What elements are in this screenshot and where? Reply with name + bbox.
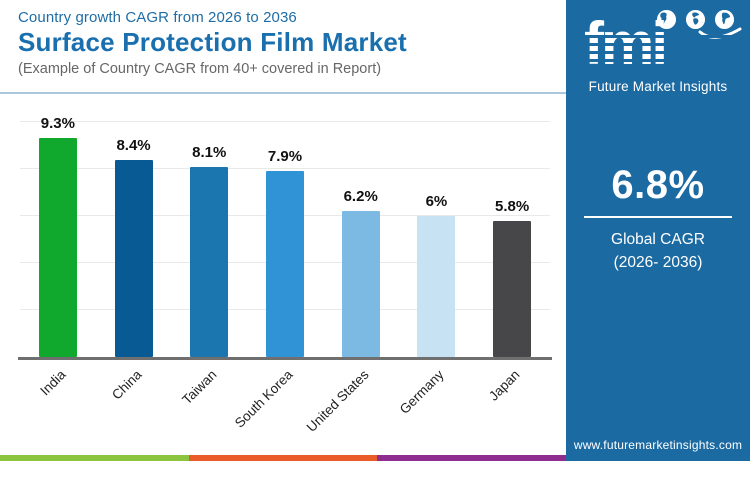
logo-swoosh-icon xyxy=(698,27,742,39)
fmi-logo-subtext: Future Market Insights xyxy=(588,79,728,94)
bar-united-states xyxy=(341,211,380,357)
bar-value-japan: 5.8% xyxy=(495,197,530,215)
brand-sidebar: fmi Future Market Insights 6.8% Global C… xyxy=(566,0,750,461)
header-divider xyxy=(0,92,566,94)
bar-india xyxy=(38,138,77,357)
bar-value-germany: 6% xyxy=(425,193,448,210)
bar-germany xyxy=(417,216,456,357)
fmi-logo: fmi Future Market Insights xyxy=(578,6,742,94)
gridline-10 xyxy=(20,121,550,122)
chart-kicker: Country growth CAGR from 2026 to 2036 xyxy=(18,9,297,26)
website-link[interactable]: www.futuremarketinsights.com xyxy=(573,438,743,452)
page: Country growth CAGR from 2026 to 2036 Su… xyxy=(0,0,750,461)
globe-europe-icon xyxy=(685,9,706,30)
global-cagr-label-1: Global CAGR xyxy=(611,231,705,248)
global-cagr-block: 6.8% Global CAGR (2026- 2036) xyxy=(566,163,750,275)
x-axis-line xyxy=(18,357,552,360)
bar-value-south-korea: 7.9% xyxy=(267,148,303,166)
globe-americas-icon xyxy=(656,9,677,30)
strip-segment-1 xyxy=(0,455,189,461)
bar-value-taiwan: 8.1% xyxy=(192,143,227,161)
bar-value-united-states: 6.2% xyxy=(343,188,378,206)
bar-value-china: 8.4% xyxy=(116,136,151,154)
globe-icons xyxy=(656,9,735,30)
bar-value-india: 9.3% xyxy=(40,115,75,133)
chart-header: Country growth CAGR from 2026 to 2036 Su… xyxy=(0,0,566,77)
bar-china xyxy=(114,159,153,357)
chart-subtitle: (Example of Country CAGR from 40+ covere… xyxy=(18,61,382,77)
strip-segment-3 xyxy=(377,455,567,461)
chart-panel: Country growth CAGR from 2026 to 2036 Su… xyxy=(0,0,567,461)
gridline-8 xyxy=(20,168,550,169)
strip-segment-2 xyxy=(188,455,378,461)
fmi-logo-text: fmi xyxy=(584,10,668,77)
bar-south-korea xyxy=(266,171,304,357)
global-cagr-value: 6.8% xyxy=(611,163,705,207)
bar-chart: 9.3% India 8.4% China 8.1% Taiwan 7.9% South Ko… xyxy=(18,115,552,435)
global-cagr-label-2: (2026- 2036) xyxy=(613,254,703,272)
bar-japan xyxy=(493,220,532,357)
bar-taiwan xyxy=(190,166,229,357)
page-title: Surface Protection Film Market xyxy=(18,27,407,57)
cagr-underline xyxy=(584,216,732,218)
globe-asia-icon xyxy=(714,9,735,30)
footer-color-strip xyxy=(0,455,567,461)
